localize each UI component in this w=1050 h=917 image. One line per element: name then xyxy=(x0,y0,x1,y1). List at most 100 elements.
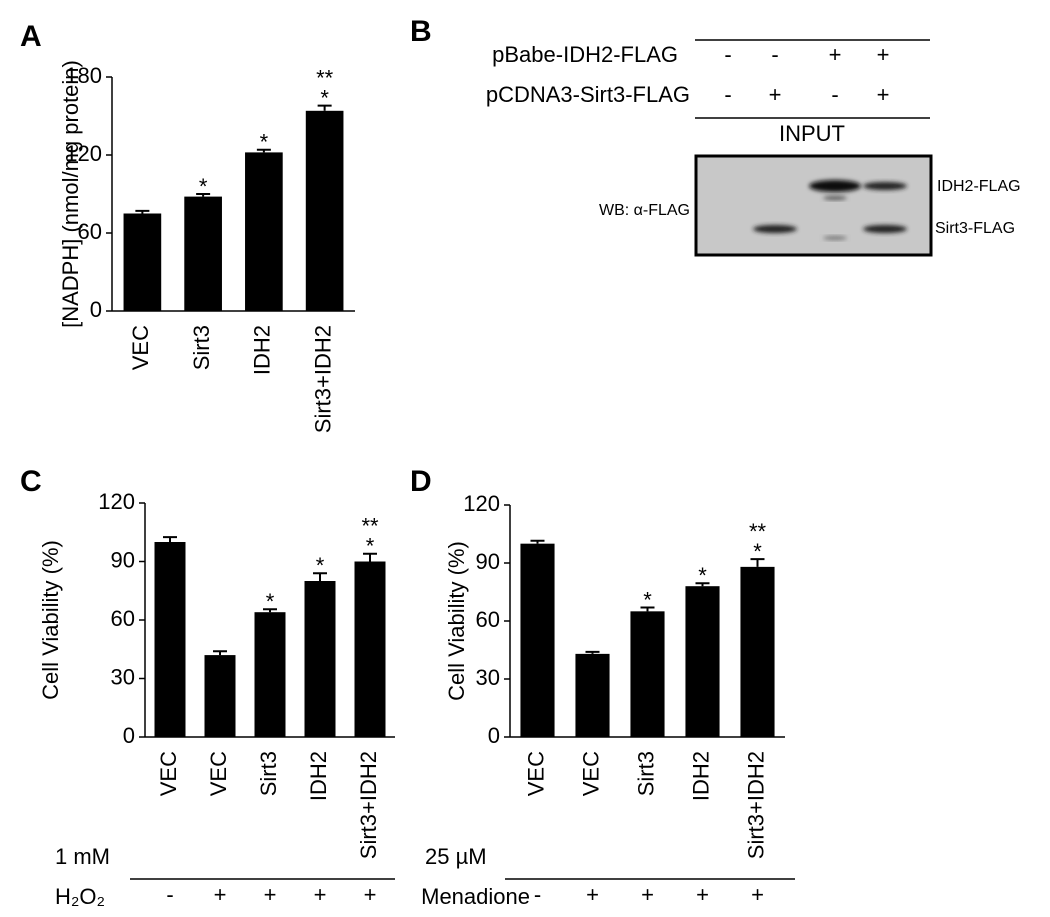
y-tick-label: 0 xyxy=(123,723,135,748)
treatment-sign: + xyxy=(641,882,654,907)
row-label: pCDNA3-Sirt3-FLAG xyxy=(486,82,690,107)
treatment-sign: - xyxy=(534,882,541,907)
treatment-sign: + xyxy=(364,882,377,907)
sign: + xyxy=(877,82,890,107)
band-label: IDH2-FLAG xyxy=(937,178,1021,195)
error-bar xyxy=(585,650,600,654)
significance-label: ** xyxy=(361,514,379,539)
treatment-dose: 1 mM xyxy=(55,844,110,869)
error-bar xyxy=(163,536,177,542)
bar xyxy=(245,152,283,311)
bar xyxy=(154,542,186,737)
y-tick-label: 90 xyxy=(476,549,500,574)
bar xyxy=(685,586,720,737)
y-tick-label: 0 xyxy=(90,297,102,322)
treatment-dose: 25 µM xyxy=(425,844,487,869)
bar xyxy=(354,561,386,737)
error-bar xyxy=(530,539,545,544)
panel-letter: B xyxy=(410,15,432,48)
y-axis-label: Cell Viability (%) xyxy=(38,540,63,700)
y-tick-label: 60 xyxy=(78,219,102,244)
significance-label: * xyxy=(260,130,269,155)
bar xyxy=(304,581,336,737)
x-tick-label: IDH2 xyxy=(306,751,331,801)
significance-label: * xyxy=(266,589,275,614)
bar xyxy=(740,566,775,737)
bar xyxy=(630,611,665,737)
treatment-sign: + xyxy=(696,882,709,907)
wb-label: WB: α-FLAG xyxy=(599,202,690,219)
band xyxy=(809,180,861,192)
row-label: pBabe-IDH2-FLAG xyxy=(492,42,678,67)
error-bar xyxy=(263,608,277,613)
bar xyxy=(123,213,162,311)
x-tick-label: Sirt3+IDH2 xyxy=(743,751,768,859)
treatment-sign: + xyxy=(751,882,764,907)
significance-label: ** xyxy=(316,65,334,90)
x-tick-label: VEC xyxy=(156,751,181,796)
x-tick-label: VEC xyxy=(206,751,231,796)
error-bar xyxy=(135,209,150,214)
treatment-sign: + xyxy=(314,882,327,907)
treatment-sign: + xyxy=(586,882,599,907)
significance-label: * xyxy=(643,587,652,612)
treatment-sign: - xyxy=(166,882,173,907)
sign: + xyxy=(829,42,842,67)
x-tick-label: IDH2 xyxy=(250,325,275,375)
significance-label: * xyxy=(366,534,375,559)
band xyxy=(863,225,907,233)
error-bar xyxy=(313,572,327,581)
y-tick-label: 30 xyxy=(476,665,500,690)
sign: + xyxy=(769,82,782,107)
bar xyxy=(184,196,222,311)
y-tick-label: 120 xyxy=(65,141,102,166)
y-tick-label: 0 xyxy=(488,723,500,748)
y-tick-label: 60 xyxy=(111,606,135,631)
x-tick-label: VEC xyxy=(128,325,153,370)
y-tick-label: 30 xyxy=(111,664,135,689)
error-bar xyxy=(256,148,271,153)
significance-label: * xyxy=(320,85,329,110)
bar xyxy=(254,612,286,737)
band xyxy=(823,196,847,200)
panel-letter: C xyxy=(20,465,42,498)
y-axis-label: Cell Viability (%) xyxy=(444,541,469,701)
error-bar xyxy=(363,552,377,562)
x-tick-label: VEC xyxy=(578,751,603,796)
sign: - xyxy=(724,82,731,107)
x-tick-label: Sirt3 xyxy=(256,751,281,796)
x-tick-label: VEC xyxy=(523,751,548,796)
y-tick-label: 120 xyxy=(98,489,135,514)
y-tick-label: 180 xyxy=(65,63,102,88)
panel-letter: D xyxy=(410,465,432,498)
significance-label: * xyxy=(199,174,208,199)
band xyxy=(753,225,797,233)
treatment-sign: + xyxy=(264,882,277,907)
band xyxy=(823,236,847,240)
error-bar xyxy=(317,104,332,111)
x-tick-label: Sirt3 xyxy=(189,325,214,370)
panel-letter: A xyxy=(20,20,42,53)
y-tick-label: 90 xyxy=(111,547,135,572)
bar xyxy=(305,110,344,311)
x-tick-label: Sirt3+IDH2 xyxy=(310,325,335,433)
sign: - xyxy=(771,42,778,67)
significance-label: * xyxy=(753,539,762,564)
sign: - xyxy=(724,42,731,67)
x-tick-label: IDH2 xyxy=(688,751,713,801)
treatment-sign: + xyxy=(214,882,227,907)
x-tick-label: Sirt3 xyxy=(633,751,658,796)
significance-label: ** xyxy=(749,519,767,544)
y-axis-label: [NADPH] (nmol/mg protein) xyxy=(58,60,83,328)
blot-panel: B pBabe-IDH2-FLAG - - + + pCDNA3-Sirt3-F… xyxy=(410,15,1021,257)
blot-header: INPUT xyxy=(779,121,845,146)
error-bar xyxy=(196,193,211,197)
band-label: Sirt3-FLAG xyxy=(935,220,1015,237)
band xyxy=(863,182,907,190)
error-bar xyxy=(640,606,655,612)
error-bar xyxy=(213,650,227,656)
significance-label: * xyxy=(698,563,707,588)
sign: - xyxy=(831,82,838,107)
